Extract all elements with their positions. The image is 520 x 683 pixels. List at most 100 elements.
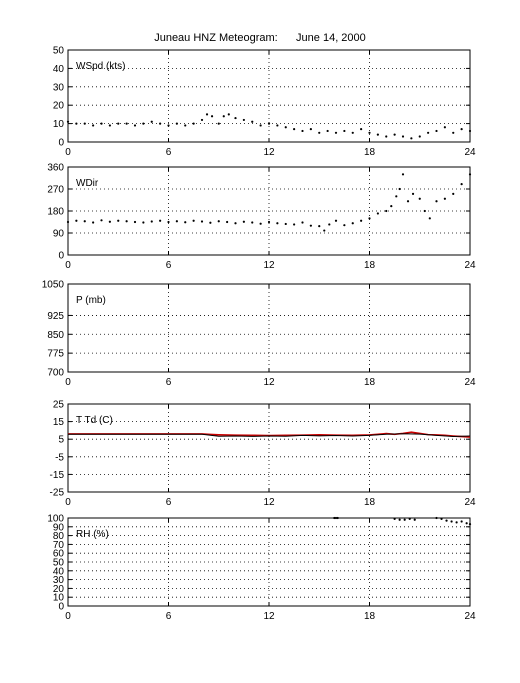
data-point <box>376 133 379 136</box>
panel-label: WSpd (kts) <box>76 61 125 72</box>
y-tick-label: 30 <box>53 82 65 93</box>
data-point <box>460 183 463 186</box>
data-point <box>150 120 153 123</box>
data-point <box>360 219 363 222</box>
data-point <box>351 222 354 225</box>
data-point <box>468 129 472 133</box>
data-point <box>251 221 254 224</box>
data-point <box>427 131 430 134</box>
y-tick-label: 90 <box>53 522 65 533</box>
x-tick-label: 24 <box>464 497 476 508</box>
y-tick-label: 270 <box>47 185 64 196</box>
y-tick-label: 925 <box>47 311 64 322</box>
data-point <box>343 129 346 133</box>
x-tick-label: 12 <box>263 611 275 622</box>
y-tick-label: 20 <box>53 101 65 112</box>
data-point <box>184 124 187 127</box>
data-point <box>393 517 396 520</box>
panel-label: RH (%) <box>76 529 109 540</box>
data-point <box>301 129 304 133</box>
data-point <box>259 222 262 225</box>
y-tick-label: 70 <box>53 540 65 551</box>
data-point <box>167 124 170 127</box>
data-point <box>401 135 405 138</box>
y-tick-label: 40 <box>53 64 65 75</box>
x-tick-label: 18 <box>364 147 376 158</box>
y-tick-label: 25 <box>53 400 65 411</box>
x-tick-label: 6 <box>166 497 172 508</box>
data-point <box>192 122 195 125</box>
data-point <box>66 220 70 224</box>
y-tick-label: 10 <box>53 119 65 130</box>
x-tick-label: 18 <box>364 260 376 271</box>
data-point <box>66 120 70 123</box>
data-point <box>150 220 153 223</box>
data-point <box>267 122 271 125</box>
data-point <box>175 122 178 125</box>
x-tick-label: 0 <box>65 147 71 158</box>
x-tick-label: 24 <box>464 611 476 622</box>
data-point <box>142 221 145 224</box>
data-point <box>376 212 379 215</box>
data-point <box>395 195 398 198</box>
data-point <box>108 124 111 127</box>
data-point <box>117 219 120 222</box>
data-point <box>413 518 416 521</box>
data-point <box>142 122 145 125</box>
y-tick-label: 10 <box>53 593 65 604</box>
data-point <box>452 131 455 134</box>
data-point <box>450 520 453 523</box>
x-tick-label: 12 <box>263 147 275 158</box>
data-point <box>284 222 287 226</box>
data-point <box>217 220 220 223</box>
data-point <box>75 122 78 125</box>
panel-label: P (mb) <box>76 295 106 306</box>
x-tick-label: 24 <box>464 377 476 388</box>
data-point <box>259 124 262 127</box>
data-point <box>309 128 312 131</box>
x-tick-label: 12 <box>263 260 275 271</box>
data-point <box>326 129 329 133</box>
data-point <box>368 131 371 134</box>
data-point <box>443 197 446 200</box>
y-tick-label: 775 <box>47 349 64 360</box>
y-tick-label: -15 <box>50 470 65 481</box>
y-tick-label: 100 <box>47 514 64 525</box>
data-point <box>460 128 463 131</box>
data-point <box>435 200 438 203</box>
data-point <box>385 135 388 138</box>
plot-frame <box>67 166 471 256</box>
data-point <box>276 222 279 225</box>
plot-frame <box>67 49 471 143</box>
data-point <box>175 220 178 223</box>
y-tick-label: 30 <box>53 575 65 586</box>
title-date: June 14, 2000 <box>296 32 366 44</box>
data-point <box>333 516 336 520</box>
title-station: Juneau HNZ Meteogram: <box>154 32 278 44</box>
data-point <box>184 221 187 224</box>
data-point <box>167 220 170 224</box>
data-point <box>83 220 86 223</box>
y-tick-label: 90 <box>53 229 65 240</box>
data-point <box>334 219 338 222</box>
data-point <box>334 131 338 134</box>
y-tick-label: 0 <box>58 138 64 149</box>
data-point <box>398 518 401 521</box>
data-point <box>435 129 438 133</box>
data-point <box>159 122 162 125</box>
plot-frame <box>67 403 471 493</box>
data-point <box>125 220 128 223</box>
data-point <box>393 133 396 136</box>
y-tick-label: 0 <box>58 251 64 262</box>
x-tick-label: 6 <box>166 147 172 158</box>
data-point <box>234 116 237 120</box>
data-point <box>83 122 86 125</box>
data-point <box>133 220 137 224</box>
x-tick-label: 24 <box>464 260 476 271</box>
plot-frame <box>67 517 471 607</box>
data-point <box>200 220 204 223</box>
data-point <box>445 519 448 522</box>
data-point <box>460 520 463 523</box>
